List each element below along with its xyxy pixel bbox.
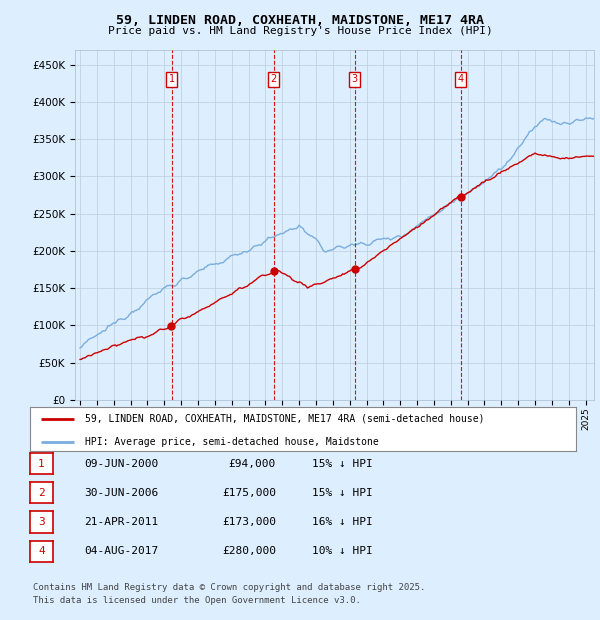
Text: 10% ↓ HPI: 10% ↓ HPI: [312, 546, 373, 556]
Text: 04-AUG-2017: 04-AUG-2017: [84, 546, 158, 556]
Text: 1: 1: [169, 74, 175, 84]
Text: 15% ↓ HPI: 15% ↓ HPI: [312, 459, 373, 469]
Text: 09-JUN-2000: 09-JUN-2000: [84, 459, 158, 469]
Text: £173,000: £173,000: [222, 517, 276, 527]
Text: 2: 2: [38, 488, 45, 498]
Text: 3: 3: [38, 517, 45, 527]
Text: 2: 2: [271, 74, 277, 84]
Text: 59, LINDEN ROAD, COXHEATH, MAIDSTONE, ME17 4RA (semi-detached house): 59, LINDEN ROAD, COXHEATH, MAIDSTONE, ME…: [85, 414, 484, 424]
Text: 21-APR-2011: 21-APR-2011: [84, 517, 158, 527]
Text: Price paid vs. HM Land Registry's House Price Index (HPI): Price paid vs. HM Land Registry's House …: [107, 26, 493, 36]
Text: Contains HM Land Registry data © Crown copyright and database right 2025.: Contains HM Land Registry data © Crown c…: [33, 583, 425, 592]
Text: 4: 4: [458, 74, 464, 84]
Text: This data is licensed under the Open Government Licence v3.0.: This data is licensed under the Open Gov…: [33, 596, 361, 604]
Text: 1: 1: [38, 459, 45, 469]
Text: £94,000: £94,000: [229, 459, 276, 469]
Text: £175,000: £175,000: [222, 488, 276, 498]
Text: 3: 3: [352, 74, 358, 84]
Text: 16% ↓ HPI: 16% ↓ HPI: [312, 517, 373, 527]
Text: 30-JUN-2006: 30-JUN-2006: [84, 488, 158, 498]
Text: 15% ↓ HPI: 15% ↓ HPI: [312, 488, 373, 498]
Text: 4: 4: [38, 546, 45, 556]
Text: 59, LINDEN ROAD, COXHEATH, MAIDSTONE, ME17 4RA: 59, LINDEN ROAD, COXHEATH, MAIDSTONE, ME…: [116, 14, 484, 27]
Text: HPI: Average price, semi-detached house, Maidstone: HPI: Average price, semi-detached house,…: [85, 436, 379, 446]
Text: £280,000: £280,000: [222, 546, 276, 556]
